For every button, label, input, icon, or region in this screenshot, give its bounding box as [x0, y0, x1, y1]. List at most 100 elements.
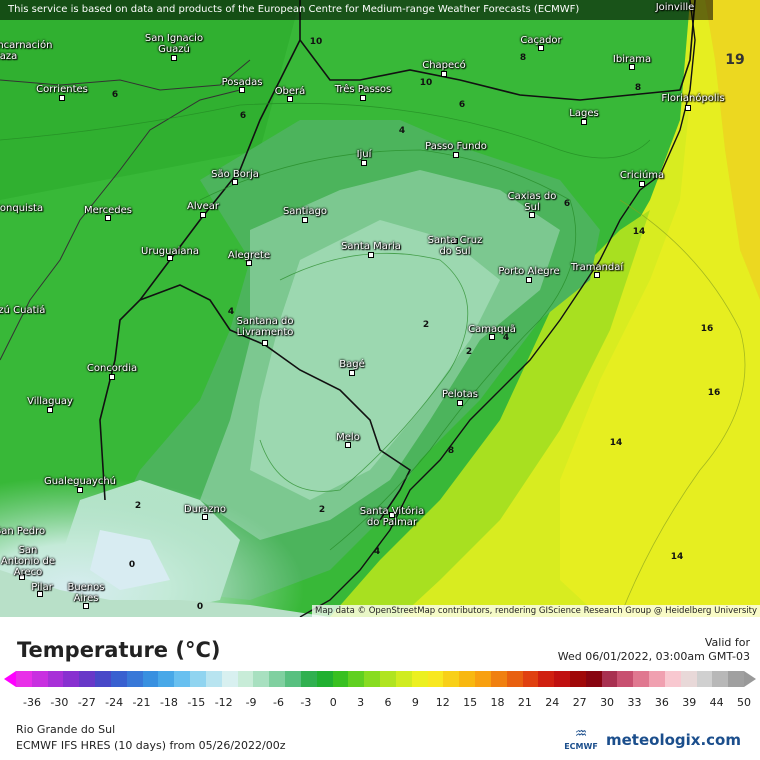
city-label[interactable]: Santana do Livramento: [236, 316, 294, 338]
tick-label: 12: [435, 696, 450, 709]
city-dot-icon: [594, 272, 600, 278]
color-swatch: [332, 671, 349, 687]
city-dot-icon: [59, 95, 65, 101]
isotherm-label: 4: [227, 307, 235, 317]
city-label[interactable]: Caçador: [520, 35, 562, 46]
city-label[interactable]: Concordia: [86, 363, 138, 374]
color-swatch: [554, 671, 570, 687]
city-label[interactable]: Pelotas: [442, 389, 478, 400]
city-label[interactable]: San Ignacio Guazú: [144, 33, 204, 55]
isotherm-4: [199, 149, 577, 551]
color-swatch: [569, 671, 586, 687]
city-label[interactable]: Chapecó: [422, 60, 466, 71]
color-swatch: [728, 671, 745, 687]
ocean-band: [560, 0, 760, 617]
city-label[interactable]: Buenos Aires: [67, 582, 105, 604]
isotherm-label: 19: [725, 52, 745, 68]
city-label[interactable]: Gualeguaychú: [43, 476, 117, 487]
city-label[interactable]: São Borja: [211, 169, 259, 180]
city-label[interactable]: Curuzú Cuatiá: [0, 305, 46, 316]
tick-label: 21: [517, 696, 532, 709]
city-label[interactable]: Uruguaiana: [141, 246, 199, 257]
tick-label: 24: [545, 696, 560, 709]
color-swatch: [285, 671, 301, 687]
city-label[interactable]: Santa Maria: [341, 241, 401, 252]
color-swatch: [585, 671, 602, 687]
region-name: Rio Grande do Sul: [16, 723, 116, 736]
city-label[interactable]: Durazno: [184, 504, 226, 515]
isotherm-14: [619, 199, 746, 617]
meteologix-logo[interactable]: meteologix.com: [606, 731, 741, 749]
tick-label: 18: [490, 696, 505, 709]
city-label[interactable]: Ibirama: [612, 54, 652, 65]
color-swatch: [95, 671, 111, 687]
city-dot-icon: [368, 252, 374, 258]
coastline: [299, 0, 696, 617]
city-dot-icon: [453, 152, 459, 158]
city-dot-icon: [77, 487, 83, 493]
tick-label: -21: [132, 696, 151, 709]
city-label[interactable]: Lages: [569, 108, 599, 119]
city-label[interactable]: Caxias do Sul: [507, 191, 557, 213]
city-dot-icon: [262, 340, 268, 346]
city-label[interactable]: Ijuí: [356, 149, 372, 160]
color-swatch: [633, 671, 650, 687]
city-label[interactable]: Alegrete: [227, 250, 271, 261]
tick-label: 27: [572, 696, 587, 709]
tick-label: 6: [384, 696, 392, 709]
city-label[interactable]: San Pedro: [0, 526, 46, 537]
city-label[interactable]: Tramandaí: [570, 262, 624, 273]
city-label[interactable]: Camaquã: [468, 324, 516, 335]
tick-label: 44: [709, 696, 724, 709]
color-swatch: [158, 671, 175, 687]
city-label[interactable]: Encarnación Plaza: [0, 40, 53, 62]
city-label[interactable]: Bagé: [339, 359, 365, 370]
city-label[interactable]: Conquista: [0, 203, 44, 214]
city-label[interactable]: Posadas: [221, 77, 263, 88]
city-label[interactable]: Porto Alegre: [498, 266, 560, 277]
city-dot-icon: [105, 215, 111, 221]
city-label[interactable]: Mercedes: [83, 205, 133, 216]
city-label[interactable]: Melo: [336, 432, 360, 443]
city-label[interactable]: Criciúma: [619, 170, 665, 181]
color-swatch: [47, 671, 64, 687]
city-label[interactable]: Alvear: [187, 201, 219, 212]
city-label[interactable]: Villaguay: [27, 396, 73, 407]
city-label[interactable]: Corrientes: [36, 84, 88, 95]
isotherm-label: 4: [502, 333, 510, 343]
frost-patch: [90, 530, 170, 590]
color-scale-bar: [16, 671, 745, 687]
valid-time: Wed 06/01/2022, 03:00am GMT-03: [557, 650, 750, 663]
city-dot-icon: [239, 87, 245, 93]
isotherm-label: 14: [670, 552, 684, 562]
temperature-map[interactable]: This service is based on data and produc…: [0, 0, 760, 617]
city-label[interactable]: Santa Cruz do Sul: [427, 235, 483, 257]
isotherm-label: 4: [373, 547, 381, 557]
isotherm-label: 14: [632, 227, 646, 237]
color-swatch: [380, 671, 396, 687]
tick-label: -15: [187, 696, 206, 709]
map-attribution[interactable]: Map data © OpenStreetMap contributors, r…: [312, 605, 760, 617]
city-dot-icon: [47, 407, 53, 413]
city-dot-icon: [246, 260, 252, 266]
isotherm-label: 2: [465, 347, 473, 357]
tick-label: -9: [245, 696, 257, 709]
color-swatch: [617, 671, 634, 687]
city-label[interactable]: Santiago: [282, 206, 328, 217]
city-label[interactable]: Três Passos: [334, 84, 392, 95]
city-label[interactable]: San Antonio de Areco: [0, 545, 56, 578]
city-label[interactable]: Santa Vitória do Palmar: [359, 506, 425, 528]
city-label[interactable]: Florianópolis: [661, 93, 725, 104]
color-swatch: [300, 671, 317, 687]
city-dot-icon: [529, 212, 535, 218]
ecmwf-logo[interactable]: ♒ ECMWF: [563, 726, 599, 756]
city-label[interactable]: Pilar: [31, 582, 53, 593]
tick-label: -18: [159, 696, 178, 709]
color-swatch: [411, 671, 428, 687]
city-label[interactable]: Passo Fundo: [425, 141, 487, 152]
city-label[interactable]: Oberá: [274, 86, 306, 97]
city-label[interactable]: Joinville: [655, 2, 695, 13]
color-swatch: [16, 671, 32, 687]
city-dot-icon: [360, 95, 366, 101]
color-swatch: [680, 671, 697, 687]
